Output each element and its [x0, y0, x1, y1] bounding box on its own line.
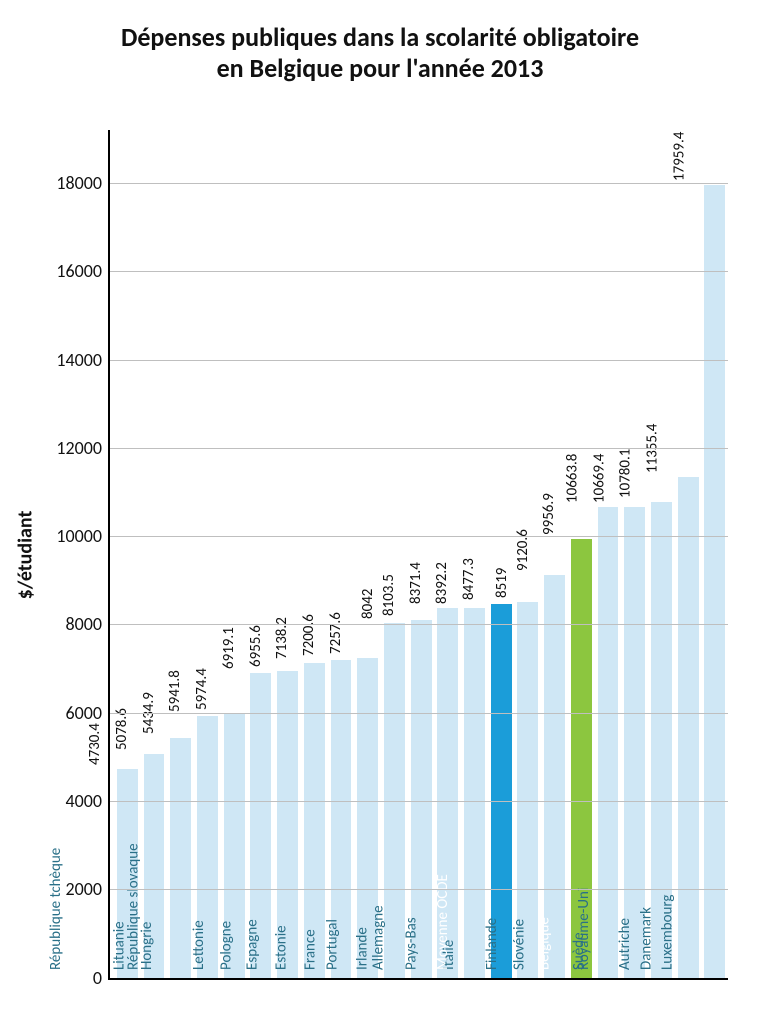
bar: 5434.9Hongrie	[170, 738, 191, 978]
bar-category-label: Slovénie	[510, 919, 528, 972]
bar-slot: 5941.8République slovaque	[194, 130, 221, 978]
bar: 11355.4Danemark	[678, 477, 699, 978]
bar-category-label: Espagne	[243, 919, 261, 972]
bar-value-label: 10663.8	[563, 454, 581, 507]
bar-slot: 8477.3Moyenne OCDE	[488, 130, 515, 978]
bar-slot: 8371.4Pays-Bas	[434, 130, 461, 978]
grid-line	[110, 801, 728, 802]
grid-line	[110, 889, 728, 890]
bar-slot: 10663.8Suède	[595, 130, 622, 978]
y-tick-label: 0	[38, 967, 102, 989]
bar-slot: 5078.6Lituanie	[141, 130, 168, 978]
grid-line	[110, 448, 728, 449]
bar-value-label: 17959.4	[670, 132, 688, 185]
bar-category-label: Pologne	[217, 921, 235, 972]
y-tick-label: 14000	[38, 349, 102, 371]
bar-category-label: Portugal	[323, 919, 341, 972]
chart-title-line1: Dépenses publiques dans la scolarité obl…	[121, 21, 639, 53]
grid-line	[110, 183, 728, 184]
bar-value-label: 10780.1	[617, 449, 635, 502]
bar-category-label: Autriche	[616, 918, 634, 972]
bar-value-label: 8392.2	[434, 562, 452, 608]
bar-slot: 5974.4Lettonie	[221, 130, 248, 978]
bar-slot: 10780.1Autriche	[648, 130, 675, 978]
bar-value-label: 5974.4	[193, 668, 211, 714]
page: Dépenses publiques dans la scolarité obl…	[0, 0, 760, 1024]
bar-category-label: République tchèque	[47, 848, 65, 972]
bar-value-label: 5434.9	[140, 692, 158, 738]
bar-value-label: 5078.6	[113, 708, 131, 754]
bar-value-label: 7200.6	[300, 614, 318, 660]
bar-slot: 7257.6Portugal	[354, 130, 381, 978]
grid-line	[110, 271, 728, 272]
y-tick-label: 12000	[38, 437, 102, 459]
bar-category-label: Danemark	[638, 907, 656, 972]
bar-slot: 5434.9Hongrie	[167, 130, 194, 978]
y-tick-label: 10000	[38, 525, 102, 547]
bar-value-label: 5941.8	[167, 670, 185, 716]
bar-category-label: Belgique	[536, 917, 554, 972]
bar-value-label: 11355.4	[643, 423, 661, 476]
bar-category-label: Finlande	[483, 918, 501, 972]
bar: 17959.4Luxembourg	[704, 185, 725, 978]
bar-value-label: 10669.4	[590, 454, 608, 507]
bar-value-label: 8519	[493, 568, 511, 602]
bar-category-label: Estonie	[273, 925, 291, 972]
bar-category-label: Royaume-Uni	[575, 888, 593, 972]
bar-slot: 8392.2Italie	[461, 130, 488, 978]
y-axis-label: $/étudiant	[15, 120, 35, 990]
bar-category-label: Luxembourg	[658, 895, 676, 973]
bar-value-label: 8042	[359, 589, 377, 623]
bars-container: 4730.4République tchèque5078.6Lituanie54…	[110, 130, 728, 978]
bar: 10663.8Suède	[598, 507, 619, 978]
bar-value-label: 6919.1	[220, 627, 238, 673]
bar-slot: 8042Irlande	[381, 130, 408, 978]
chart-area: $/étudiant 4730.4République tchèque5078.…	[0, 120, 760, 1000]
bar-value-label: 9956.9	[540, 493, 558, 539]
bar-slot: 10669.4Royaume-Uni	[621, 130, 648, 978]
bar-value-label: 8103.5	[380, 575, 398, 621]
bar-slot: 6955.6Espagne	[274, 130, 301, 978]
y-tick-label: 2000	[38, 878, 102, 900]
y-axis-label-text: $/étudiant	[13, 511, 37, 600]
bar-category-label: Lettonie	[190, 920, 208, 972]
grid-line	[110, 536, 728, 537]
bar-value-label: 8371.4	[407, 563, 425, 609]
bar-slot: 8103.5Allemagne	[408, 130, 435, 978]
y-tick-label: 8000	[38, 613, 102, 635]
bar-value-label: 4730.4	[86, 723, 104, 769]
bar-slot: 9956.9Belgique	[568, 130, 595, 978]
bar-category-label: France	[302, 929, 320, 972]
bar-value-label: 8477.3	[460, 558, 478, 604]
grid-line	[110, 624, 728, 625]
y-tick-label: 4000	[38, 790, 102, 812]
chart-title-line2: en Belgique pour l'année 2013	[217, 52, 544, 84]
bar-value-label: 6955.6	[247, 625, 265, 671]
y-tick-label: 16000	[38, 260, 102, 282]
bar-category-label: Allemagne	[370, 905, 388, 972]
bar-slot: 7138.2Estonie	[301, 130, 328, 978]
bar-category-label: République slovaque	[125, 843, 143, 972]
y-tick-label: 18000	[38, 172, 102, 194]
bar-slot: 9120.6Slovénie	[541, 130, 568, 978]
bar-value-label: 7257.6	[327, 612, 345, 658]
bar: 8392.2Italie	[464, 608, 485, 978]
chart-title: Dépenses publiques dans la scolarité obl…	[0, 22, 760, 84]
grid-line	[110, 713, 728, 714]
bar-slot: 11355.4Danemark	[675, 130, 702, 978]
bar-category-label: Pays-Bas	[402, 917, 420, 972]
bar-slot: 6919.1Pologne	[248, 130, 275, 978]
grid-line	[110, 360, 728, 361]
bar-slot: 7200.6France	[328, 130, 355, 978]
bar-slot: 17959.4Luxembourg	[701, 130, 728, 978]
y-tick-label: 6000	[38, 702, 102, 724]
plot-area: 4730.4République tchèque5078.6Lituanie54…	[108, 130, 728, 980]
